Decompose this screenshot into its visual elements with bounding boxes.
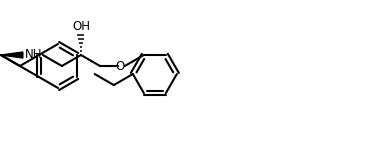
Text: O: O	[115, 59, 124, 73]
Text: NH: NH	[25, 48, 43, 61]
Polygon shape	[1, 52, 23, 58]
Text: OH: OH	[72, 20, 90, 33]
